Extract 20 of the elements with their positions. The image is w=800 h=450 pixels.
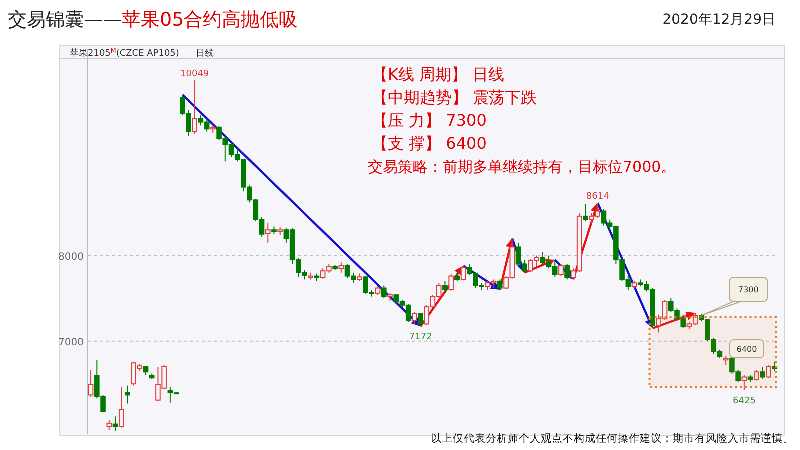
annotation: 6400 [736, 345, 758, 354]
y-tick-label: 8000 [58, 252, 84, 263]
annotation: 【中期趋势】 震荡下跌 [372, 88, 538, 107]
annotation: 日线 [196, 48, 214, 59]
y-tick-label: 7000 [58, 337, 84, 348]
chart-subtitle: 苹果05合约高抛低吸 [122, 9, 298, 31]
annotation: 8614 [586, 192, 610, 202]
annotation: 7300 [701, 277, 768, 316]
text: 2020年12月29日 [662, 12, 776, 28]
chart-title: 交易锦囊—— [8, 9, 122, 31]
annotation: 10049 [180, 69, 210, 80]
annotation: 交易策略：前期多单继续持有，目标位7000。 [368, 158, 676, 176]
annotation: 【K线 周期】 日线 [372, 65, 505, 84]
annotation: 6425 [732, 396, 756, 406]
annotation: 【压 力】 7300 [372, 111, 487, 130]
text: 以上仅代表分析师个人观点不构成任何操作建议；期市有风险入市需谨慎。 [431, 432, 794, 445]
annotation: 苹果2105$^{M}$(CZCE AP105) [70, 48, 180, 59]
annotation: 7172 [409, 332, 432, 343]
annotation: 7300 [738, 286, 759, 295]
annotation: 【支 撑】 6400 [372, 134, 487, 153]
